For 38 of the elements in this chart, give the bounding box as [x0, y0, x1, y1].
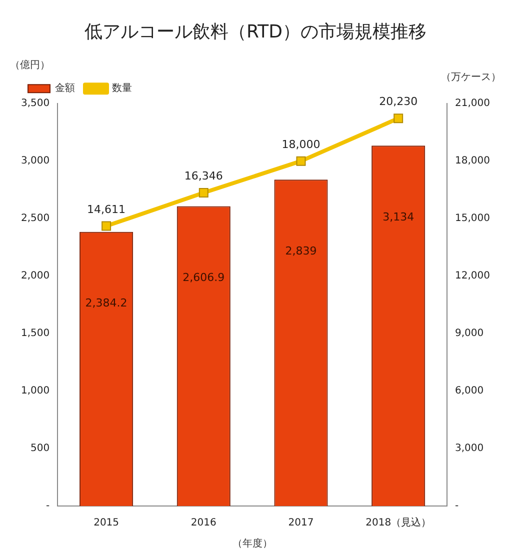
y-axis-title: （億円）: [10, 59, 50, 72]
data-label: 18,000: [282, 138, 320, 151]
y-tick-label: 1,000: [20, 386, 50, 397]
y2-axis-title: （万ケース）: [441, 72, 501, 84]
point: [198, 188, 208, 198]
x-tick-label: 2018（見込）: [366, 516, 432, 529]
x-tick-label: 2016: [190, 518, 216, 529]
y2-tick-label: 18,000: [455, 156, 490, 167]
y-tick-label: 3,000: [20, 156, 50, 167]
y2-tick-label: 15,000: [455, 213, 490, 224]
legend-label: 数量: [112, 83, 132, 94]
legend-label: 金額: [55, 82, 75, 94]
y-tick-label: -: [46, 500, 50, 512]
y2-tick-label: 12,000: [455, 270, 490, 282]
x-tick-label: 2017: [288, 518, 314, 529]
point: [296, 156, 306, 166]
y2-tick-label: -: [455, 500, 460, 512]
y2-tick-label: 6,000: [455, 386, 484, 397]
x-axis-title: （年度）: [232, 538, 272, 550]
data-label: 2,606.9: [182, 271, 225, 284]
y-tick-label: 3,500: [20, 98, 50, 110]
y-tick-label: 1,500: [20, 328, 50, 340]
data-label: 2,839: [285, 244, 317, 258]
data-label: 14,611: [87, 202, 126, 216]
point: [394, 114, 404, 124]
y2-tick-label: 9,000: [455, 328, 484, 340]
point: [102, 221, 112, 231]
data-label: 20,230: [379, 95, 418, 108]
x-tick-label: 2015: [94, 518, 120, 529]
chart-title: 低アルコール飲料（RTD）の市場規模推移: [84, 21, 427, 42]
y-tick-label: 2,500: [20, 213, 50, 224]
data-label: 3,134: [382, 210, 414, 224]
y2-tick-label: 21,000: [455, 98, 490, 110]
data-label: 16,346: [184, 170, 223, 183]
y-tick-label: 2,000: [20, 270, 50, 282]
y-tick-label: 500: [30, 443, 50, 454]
data-label: 2,384.2: [85, 296, 128, 310]
y2-tick-label: 3,000: [455, 443, 484, 454]
